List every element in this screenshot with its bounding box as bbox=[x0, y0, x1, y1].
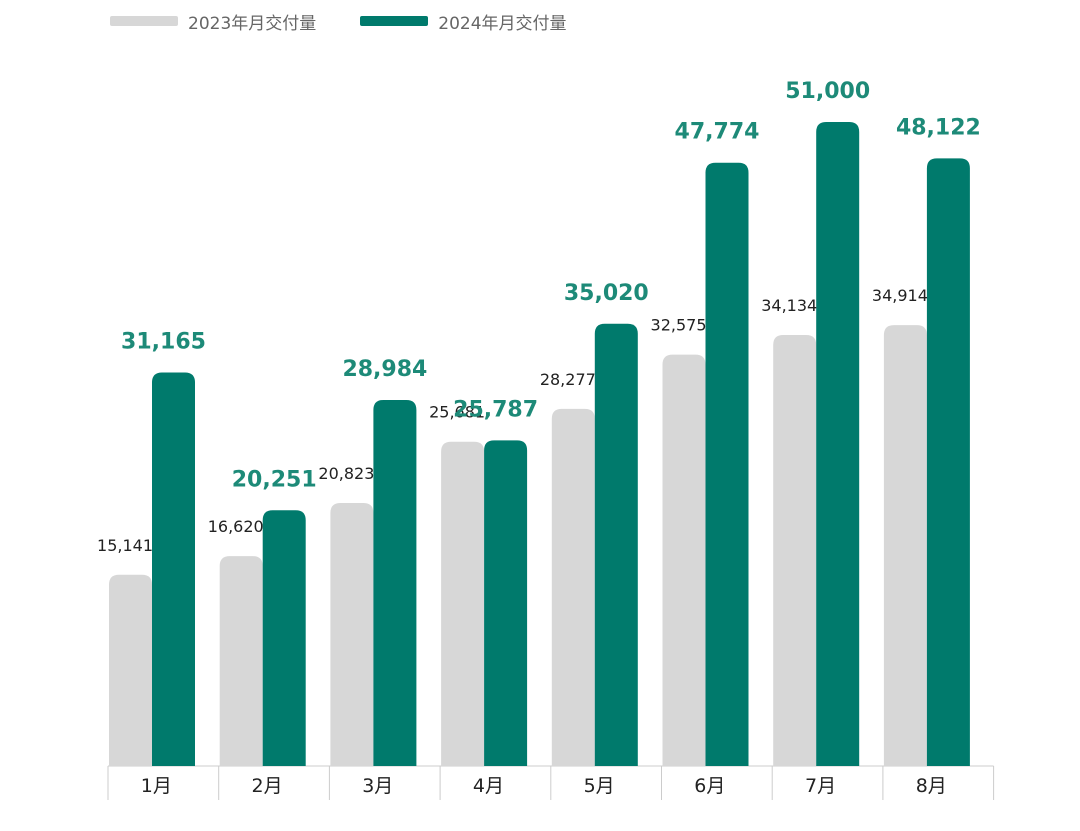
bar-2024-1 bbox=[152, 372, 195, 766]
legend-item-2023: 2023年月交付量 bbox=[110, 9, 316, 34]
value-label-2024-3: 28,984 bbox=[342, 357, 427, 382]
category-label-2: 2月 bbox=[252, 775, 283, 797]
value-label-2024-4: 25,787 bbox=[453, 397, 538, 422]
value-label-2023-2: 16,620 bbox=[208, 517, 264, 536]
legend-label-2024: 2024年月交付量 bbox=[438, 13, 567, 34]
category-label-5: 5月 bbox=[584, 775, 615, 797]
legend-swatch-2023 bbox=[110, 16, 178, 26]
legend-label-2023: 2023年月交付量 bbox=[188, 13, 317, 34]
legend-swatch-2024 bbox=[360, 16, 429, 26]
value-label-2024-8: 48,122 bbox=[896, 115, 981, 140]
value-label-2023-6: 32,575 bbox=[651, 316, 707, 335]
legend: 2023年月交付量 2024年月交付量 bbox=[110, 8, 611, 34]
value-label-2023-8: 34,914 bbox=[872, 286, 928, 305]
category-label-6: 6月 bbox=[694, 775, 725, 797]
bar-2023-8 bbox=[883, 325, 927, 766]
category-label-1: 1月 bbox=[141, 775, 172, 797]
bar-2023-7 bbox=[773, 334, 817, 766]
bar-2024-6 bbox=[705, 162, 749, 767]
value-label-2024-5: 35,020 bbox=[564, 281, 649, 306]
legend-item-2024: 2024年月交付量 bbox=[360, 9, 567, 34]
bar-2024-4 bbox=[484, 440, 528, 766]
bar-2023-3 bbox=[330, 503, 374, 766]
category-label-7: 7月 bbox=[805, 775, 836, 797]
value-label-2024-6: 47,774 bbox=[675, 120, 760, 145]
bar-2024-8 bbox=[926, 158, 970, 766]
value-label-2023-7: 34,134 bbox=[761, 296, 817, 315]
bar-2024-3 bbox=[373, 400, 417, 766]
bar-2023-6 bbox=[662, 354, 706, 766]
value-label-2023-3: 20,823 bbox=[318, 464, 374, 483]
bar-2023-1 bbox=[109, 574, 152, 766]
bar-2023-5 bbox=[551, 408, 595, 766]
category-label-3: 3月 bbox=[362, 775, 393, 797]
value-label-2023-5: 28,277 bbox=[540, 370, 596, 389]
value-label-2024-1: 31,165 bbox=[121, 329, 206, 354]
value-label-2023-1: 15,141 bbox=[97, 536, 153, 555]
bar-2024-7 bbox=[816, 122, 860, 766]
bar-2024-2 bbox=[262, 510, 306, 766]
category-label-4: 4月 bbox=[473, 775, 504, 797]
category-label-8: 8月 bbox=[916, 775, 947, 797]
value-label-2024-7: 51,000 bbox=[785, 79, 870, 104]
value-label-2024-2: 20,251 bbox=[232, 467, 317, 492]
bar-2023-4 bbox=[441, 441, 485, 766]
bar-2024-5 bbox=[594, 323, 638, 766]
value-label-2023-4: 25,681 bbox=[429, 403, 485, 422]
bar-2023-2 bbox=[219, 556, 263, 766]
